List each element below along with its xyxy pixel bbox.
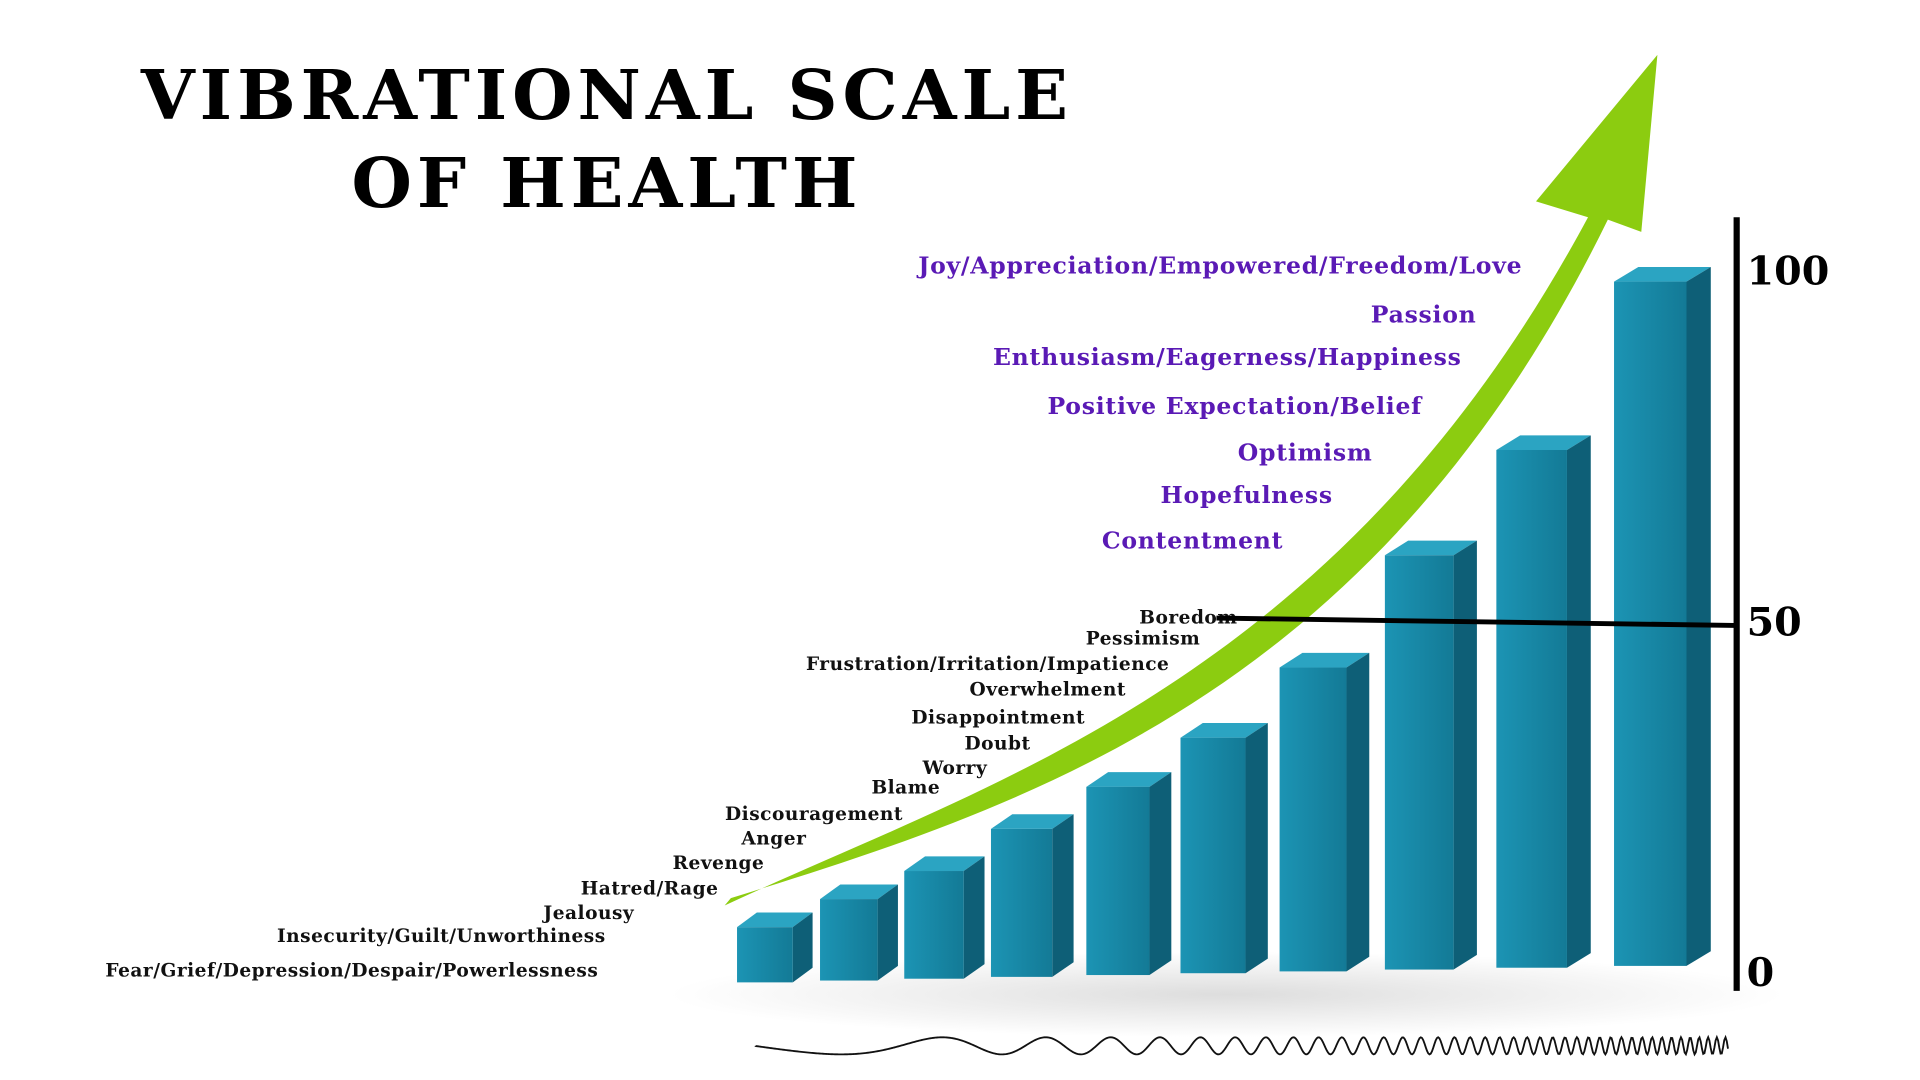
emotion-label: Enthusiasm/Eagerness/Happiness xyxy=(993,343,1462,371)
emotion-label: Contentment xyxy=(1102,526,1283,554)
bar-top xyxy=(1279,652,1370,668)
emotion-label: Blame xyxy=(871,777,940,798)
chart-title: VIBRATIONAL SCALE xyxy=(140,56,1073,136)
emotion-label: Hatred/Rage xyxy=(581,879,719,900)
bar-side xyxy=(1453,540,1477,970)
bar-top xyxy=(1496,435,1591,450)
labels: Joy/Appreciation/Empowered/Freedom/Love P… xyxy=(105,252,1522,981)
bar-top xyxy=(737,912,813,928)
emotion-label: Frustration/Irritation/Impatience xyxy=(806,654,1169,675)
bar-side xyxy=(792,912,813,983)
bar xyxy=(1279,667,1347,972)
bar-side xyxy=(1346,652,1370,972)
bar xyxy=(737,927,793,983)
bar xyxy=(1384,555,1454,970)
bar-top xyxy=(1086,772,1172,787)
emotion-label: Passion xyxy=(1371,301,1477,329)
y-tick-label: 50 xyxy=(1747,600,1802,646)
bar-top xyxy=(1614,266,1711,282)
bar-side xyxy=(1149,772,1172,976)
emotion-label: Joy/Appreciation/Empowered/Freedom/Love xyxy=(916,252,1522,280)
bar-top xyxy=(1180,723,1268,738)
reference-line xyxy=(1216,615,1735,628)
emotion-label: Pessimism xyxy=(1086,629,1201,650)
bar-top xyxy=(904,856,985,872)
emotion-label: Worry xyxy=(922,758,988,779)
wave xyxy=(754,1034,1729,1057)
bar xyxy=(1180,737,1246,974)
emotion-label: Doubt xyxy=(965,733,1031,754)
emotion-label: Insecurity/Guilt/Unworthiness xyxy=(277,926,606,947)
bar xyxy=(1496,450,1567,968)
emotion-label: Boredom xyxy=(1139,608,1237,629)
bar xyxy=(820,899,878,981)
bar-top xyxy=(990,814,1074,829)
bar xyxy=(904,871,964,979)
bar-top xyxy=(820,884,898,900)
bar xyxy=(1086,786,1150,976)
emotion-label: Jealousy xyxy=(541,903,635,924)
emotion-label: Disappointment xyxy=(911,708,1085,729)
bar xyxy=(990,828,1053,977)
emotion-label: Overwhelment xyxy=(970,680,1126,701)
y-tick-label: 100 xyxy=(1747,249,1830,295)
chart-title: OF HEALTH xyxy=(352,143,863,223)
bar-side xyxy=(1245,723,1268,974)
emotion-label: Discouragement xyxy=(725,804,903,825)
emotion-label: Revenge xyxy=(673,853,765,874)
bars xyxy=(737,266,1711,983)
bar-top xyxy=(1384,540,1477,556)
bar-side xyxy=(1052,814,1074,977)
bar-side xyxy=(1566,435,1591,968)
emotion-label: Anger xyxy=(740,829,806,850)
bar-side xyxy=(963,856,985,979)
emotion-label: Fear/Grief/Depression/Despair/Powerlessn… xyxy=(105,960,598,981)
y-tick-label: 0 xyxy=(1747,950,1775,996)
bar-side xyxy=(877,884,898,981)
bar-side xyxy=(1686,266,1711,966)
emotion-label: Positive Expectation/Belief xyxy=(1047,392,1423,420)
emotion-label: Hopefulness xyxy=(1161,481,1333,509)
emotion-label: Optimism xyxy=(1238,439,1373,467)
